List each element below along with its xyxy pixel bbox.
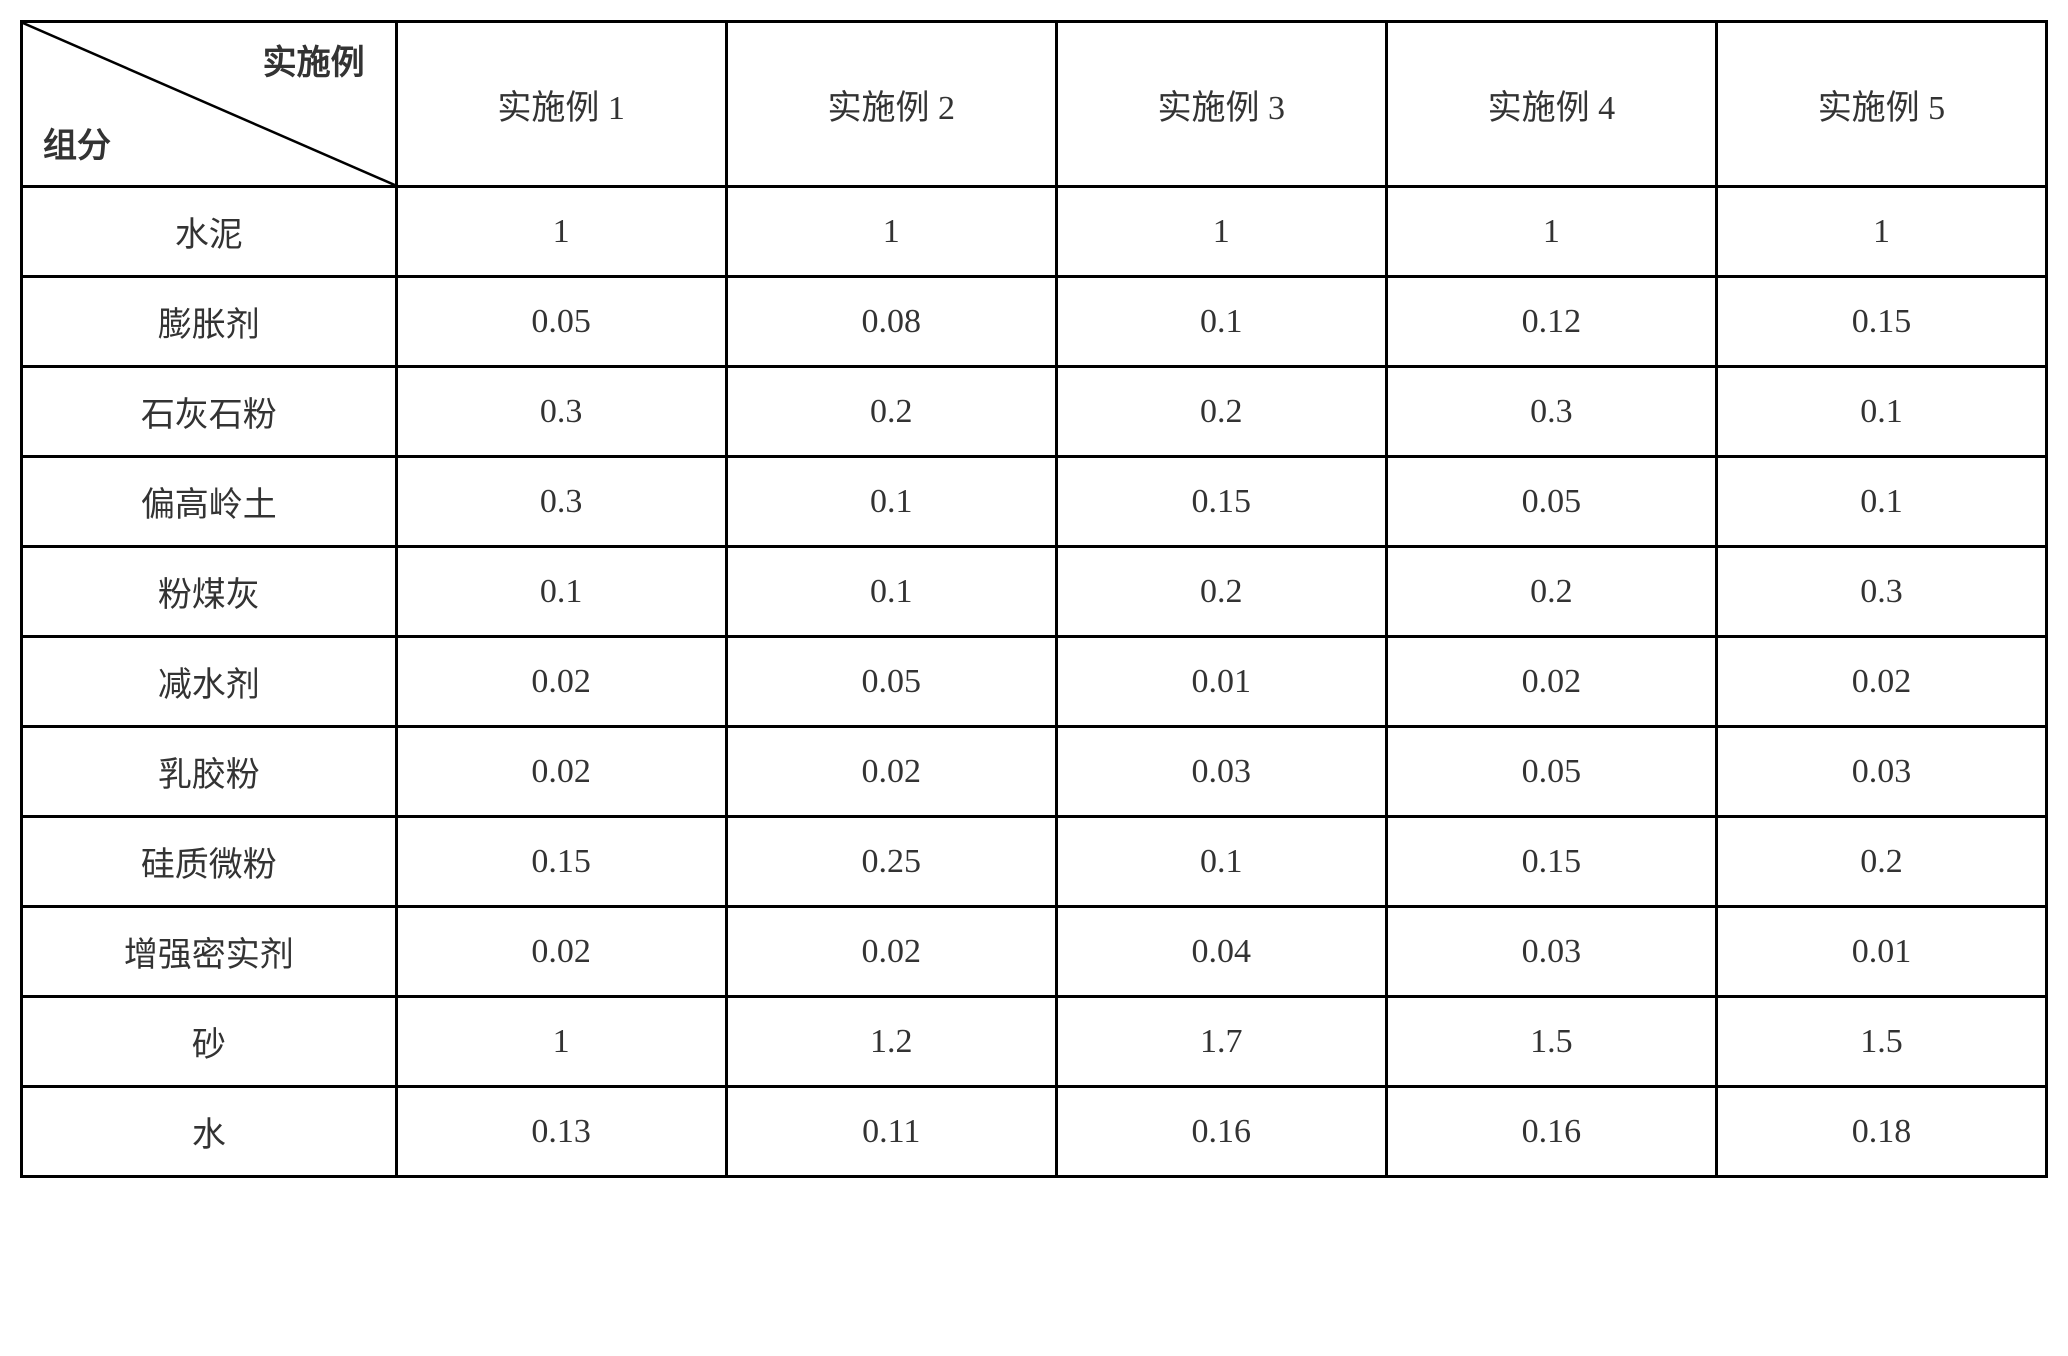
table-row: 减水剂 0.02 0.05 0.01 0.02 0.02 [22,637,2047,727]
cell: 0.3 [396,457,726,547]
cell: 0.02 [396,727,726,817]
cell: 0.16 [1386,1087,1716,1177]
row-label: 乳胶粉 [22,727,397,817]
cell: 0.03 [1056,727,1386,817]
row-label: 砂 [22,997,397,1087]
col-header: 实施例 5 [1716,22,2046,187]
table-container: 实施例 组分 实施例 1 实施例 2 实施例 3 实施例 4 实施例 5 水泥 … [20,20,2048,1178]
row-label: 减水剂 [22,637,397,727]
cell: 0.1 [396,547,726,637]
cell: 0.3 [1386,367,1716,457]
cell: 0.04 [1056,907,1386,997]
row-label: 硅质微粉 [22,817,397,907]
cell: 0.02 [726,727,1056,817]
cell: 0.1 [726,457,1056,547]
table-row: 水 0.13 0.11 0.16 0.16 0.18 [22,1087,2047,1177]
cell: 0.3 [396,367,726,457]
cell: 0.3 [1716,547,2046,637]
row-label: 膨胀剂 [22,277,397,367]
cell: 0.2 [726,367,1056,457]
table-body: 水泥 1 1 1 1 1 膨胀剂 0.05 0.08 0.1 0.12 0.15… [22,187,2047,1177]
header-row: 实施例 组分 实施例 1 实施例 2 实施例 3 实施例 4 实施例 5 [22,22,2047,187]
row-label: 增强密实剂 [22,907,397,997]
header-top-label: 实施例 [263,35,365,84]
cell: 0.15 [396,817,726,907]
cell: 0.02 [396,637,726,727]
cell: 0.1 [726,547,1056,637]
cell: 0.02 [1386,637,1716,727]
cell: 0.1 [1056,817,1386,907]
table-row: 膨胀剂 0.05 0.08 0.1 0.12 0.15 [22,277,2047,367]
cell: 1.5 [1716,997,2046,1087]
cell: 1.7 [1056,997,1386,1087]
cell: 0.18 [1716,1087,2046,1177]
cell: 0.11 [726,1087,1056,1177]
cell: 0.05 [726,637,1056,727]
cell: 0.02 [726,907,1056,997]
cell: 0.2 [1716,817,2046,907]
diagonal-header-cell: 实施例 组分 [22,22,397,187]
table-row: 石灰石粉 0.3 0.2 0.2 0.3 0.1 [22,367,2047,457]
header-bottom-label: 组分 [43,118,111,167]
table-row: 粉煤灰 0.1 0.1 0.2 0.2 0.3 [22,547,2047,637]
table-row: 偏高岭土 0.3 0.1 0.15 0.05 0.1 [22,457,2047,547]
cell: 0.2 [1386,547,1716,637]
cell: 0.1 [1056,277,1386,367]
cell: 1 [1056,187,1386,277]
cell: 0.08 [726,277,1056,367]
table-row: 硅质微粉 0.15 0.25 0.1 0.15 0.2 [22,817,2047,907]
table-row: 水泥 1 1 1 1 1 [22,187,2047,277]
col-header: 实施例 1 [396,22,726,187]
cell: 0.05 [1386,457,1716,547]
cell: 1 [726,187,1056,277]
cell: 0.2 [1056,547,1386,637]
cell: 1 [396,187,726,277]
table-row: 乳胶粉 0.02 0.02 0.03 0.05 0.03 [22,727,2047,817]
cell: 0.15 [1716,277,2046,367]
cell: 0.05 [396,277,726,367]
row-label: 粉煤灰 [22,547,397,637]
cell: 0.01 [1716,907,2046,997]
cell: 1 [1716,187,2046,277]
cell: 0.13 [396,1087,726,1177]
row-label: 水 [22,1087,397,1177]
cell: 0.05 [1386,727,1716,817]
cell: 1.5 [1386,997,1716,1087]
cell: 0.15 [1056,457,1386,547]
cell: 1.2 [726,997,1056,1087]
cell: 0.25 [726,817,1056,907]
cell: 0.02 [1716,637,2046,727]
col-header: 实施例 4 [1386,22,1716,187]
col-header: 实施例 3 [1056,22,1386,187]
cell: 0.02 [396,907,726,997]
data-table: 实施例 组分 实施例 1 实施例 2 实施例 3 实施例 4 实施例 5 水泥 … [20,20,2048,1178]
row-label: 石灰石粉 [22,367,397,457]
col-header: 实施例 2 [726,22,1056,187]
cell: 0.1 [1716,367,2046,457]
cell: 0.1 [1716,457,2046,547]
row-label: 偏高岭土 [22,457,397,547]
table-row: 增强密实剂 0.02 0.02 0.04 0.03 0.01 [22,907,2047,997]
row-label: 水泥 [22,187,397,277]
cell: 0.15 [1386,817,1716,907]
cell: 0.2 [1056,367,1386,457]
cell: 0.03 [1386,907,1716,997]
cell: 0.12 [1386,277,1716,367]
cell: 0.01 [1056,637,1386,727]
table-row: 砂 1 1.2 1.7 1.5 1.5 [22,997,2047,1087]
cell: 1 [396,997,726,1087]
cell: 0.03 [1716,727,2046,817]
cell: 1 [1386,187,1716,277]
cell: 0.16 [1056,1087,1386,1177]
